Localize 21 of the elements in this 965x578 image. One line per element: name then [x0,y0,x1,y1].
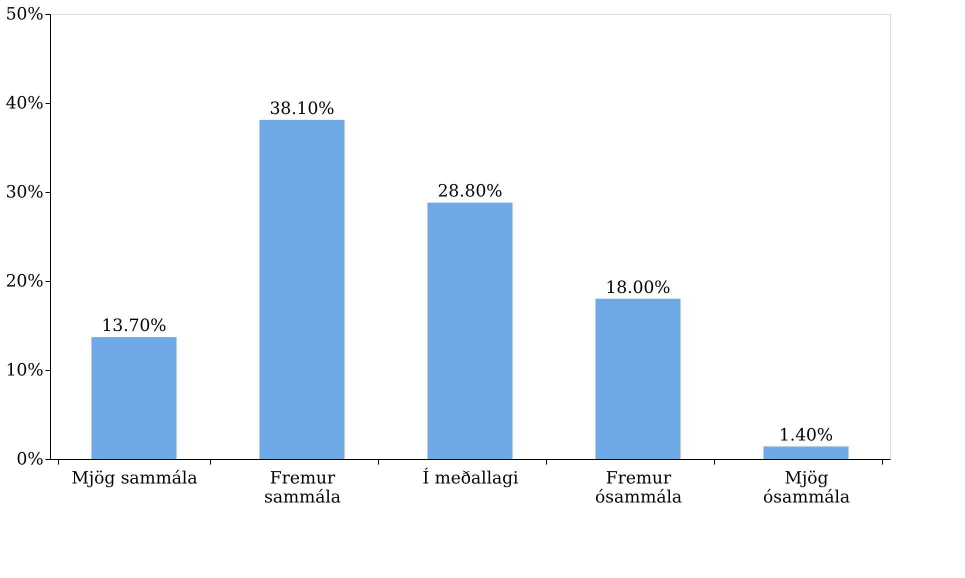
y-tick-label: 20% [6,272,44,292]
data-label: 13.70% [102,316,166,336]
bar [92,337,176,459]
data-label: 38.10% [270,98,334,119]
bar [428,202,512,459]
x-tick-label: Í meðallagi [422,468,520,488]
y-tick-label: 50% [6,4,44,24]
x-tick-label: Mjög ósammála [762,468,850,508]
x-tick-label: Fremur sammála [264,468,341,508]
bar [764,446,848,459]
x-tick-label: Mjög sammála [71,468,198,488]
bar [596,298,680,459]
y-tick-label: 10% [6,360,44,380]
bar [260,120,344,459]
data-label: 18.00% [606,278,670,298]
y-tick-label: 30% [6,182,44,202]
y-tick-label: 0% [16,450,44,470]
data-label: 28.80% [438,182,502,202]
y-tick-label: 40% [6,94,44,114]
x-tick-label: Fremur ósammála [594,468,682,508]
data-label: 1.40% [778,426,834,446]
